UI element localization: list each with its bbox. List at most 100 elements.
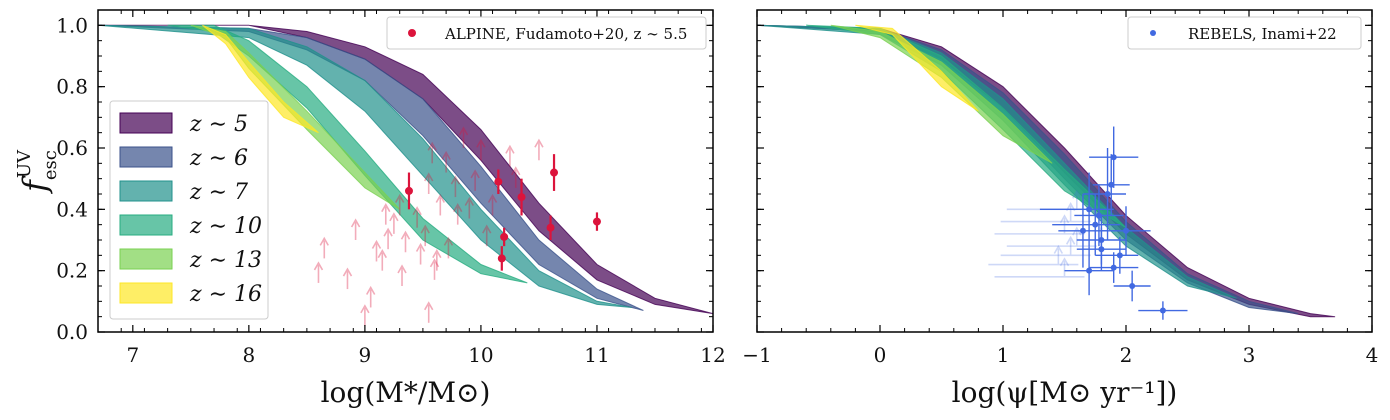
scatter-legend-label: ALPINE, Fudamoto+20, z ∼ 5.5 [444, 25, 687, 43]
upper-limit-arrow [397, 264, 407, 286]
y-tick-label: 0.4 [56, 197, 88, 221]
legend-label: z ∼ 16 [189, 282, 262, 307]
data-point [500, 227, 509, 247]
limit-head [1072, 189, 1082, 199]
legend-swatch [119, 146, 173, 168]
limit-head [1072, 226, 1082, 236]
legend-swatch [119, 282, 173, 304]
arrow-head [350, 218, 361, 228]
upper-limit-arrow [313, 261, 324, 283]
data-point [550, 154, 559, 191]
y-label-sub: esc [40, 150, 61, 180]
upper-limit-arrow [441, 150, 451, 173]
plot-area [98, 24, 713, 326]
data-point [1101, 206, 1151, 256]
y-axis-label: fescUV [14, 149, 61, 194]
limit-head [1059, 214, 1070, 224]
y-tick-label: 0.2 [56, 259, 88, 283]
x-tick-label: 2 [1120, 343, 1133, 367]
arrow-head [441, 150, 451, 160]
scatter-legend-label: REBELS, Inami+22 [1188, 25, 1337, 43]
point-marker [1086, 206, 1093, 213]
y-tick-label: 0.0 [56, 320, 88, 344]
point-marker [1108, 181, 1115, 188]
upper-limit-arrow [342, 267, 353, 290]
upper-limit-arrow [395, 193, 405, 216]
data-point [1064, 246, 1114, 296]
upper-limit-arrow [377, 249, 387, 271]
point-marker [550, 168, 559, 177]
band-7 [98, 24, 632, 308]
upper-limit-arrow [453, 203, 463, 225]
y-tick-label: 0.8 [56, 75, 88, 99]
arrow-head [464, 196, 475, 206]
legend-swatch [119, 112, 173, 134]
limit-head [1053, 244, 1064, 254]
legend-swatch [119, 180, 173, 202]
arrow-head [365, 285, 376, 295]
arrow-head [400, 230, 411, 240]
data-point [1039, 172, 1114, 247]
upper-limit-arrow [424, 172, 434, 194]
arrow-head [424, 301, 434, 311]
limit-head [1059, 257, 1070, 267]
point-marker [1092, 221, 1099, 228]
y-axis-label-text: fescUV [14, 149, 61, 194]
legend-label: z ∼ 10 [189, 214, 262, 239]
data-point [1113, 270, 1151, 302]
arrow-head [420, 224, 430, 234]
data-point [1089, 252, 1139, 283]
arrow-head [470, 169, 480, 179]
legend-label: z ∼ 5 [189, 112, 248, 137]
y-tick-label: 1.0 [56, 13, 88, 37]
band-13 [830, 24, 1053, 164]
data-point [1052, 194, 1120, 256]
x-tick-label: 4 [1366, 343, 1379, 367]
faint-limit [994, 257, 1085, 278]
faint-limit [1000, 201, 1091, 223]
point-marker [517, 193, 526, 202]
faint-limit [1006, 226, 1097, 247]
band-10 [806, 24, 1127, 229]
arrow-head [482, 224, 492, 234]
arrow-head [377, 249, 387, 259]
upper-limit-arrow [381, 203, 391, 225]
point-marker [1104, 191, 1111, 197]
data-point [404, 172, 413, 210]
x-axis-label: log(ψ[M⊙ yr⁻¹]) [952, 376, 1178, 409]
data-point [1076, 227, 1126, 271]
upper-limit-arrow [383, 227, 393, 250]
data-point [1058, 194, 1108, 268]
legend-swatch [119, 214, 173, 236]
arrow-head [443, 236, 454, 246]
y-tick-label: 0.6 [56, 136, 88, 160]
legend-label: z ∼ 6 [189, 146, 248, 171]
upper-limit-arrow [511, 166, 521, 188]
arrow-head [429, 258, 440, 268]
upper-limit-arrow [400, 230, 411, 253]
upper-limit-arrow [476, 138, 486, 161]
upper-limit-arrow [432, 249, 442, 271]
upper-limit-arrow [458, 126, 469, 148]
arrow-head [381, 203, 391, 213]
point-marker [1110, 154, 1117, 161]
data-point [1082, 148, 1126, 240]
x-tick-label: 1 [997, 343, 1010, 367]
upper-limit-arrow [464, 196, 475, 219]
x-tick-label: 11 [584, 343, 609, 367]
arrow-head [412, 206, 422, 216]
arrow-head [450, 175, 461, 185]
right-panel: −1 0 1 2 3 4 log(ψ[M⊙ yr⁻¹]) REBELS, Inami+22 [742, 9, 1379, 409]
point-marker [1098, 246, 1105, 253]
x-tick-label: 0 [874, 343, 887, 367]
arrow-head [487, 193, 498, 203]
data-point [1138, 301, 1188, 320]
point-marker [497, 254, 506, 263]
point-marker [500, 232, 509, 241]
legend-label: z ∼ 7 [189, 180, 248, 205]
x-tick-label: 12 [700, 343, 725, 367]
arrow-head [397, 264, 407, 274]
axes-frame [97, 9, 714, 333]
x-axis-label: log(M*/M⊙) [321, 376, 491, 409]
